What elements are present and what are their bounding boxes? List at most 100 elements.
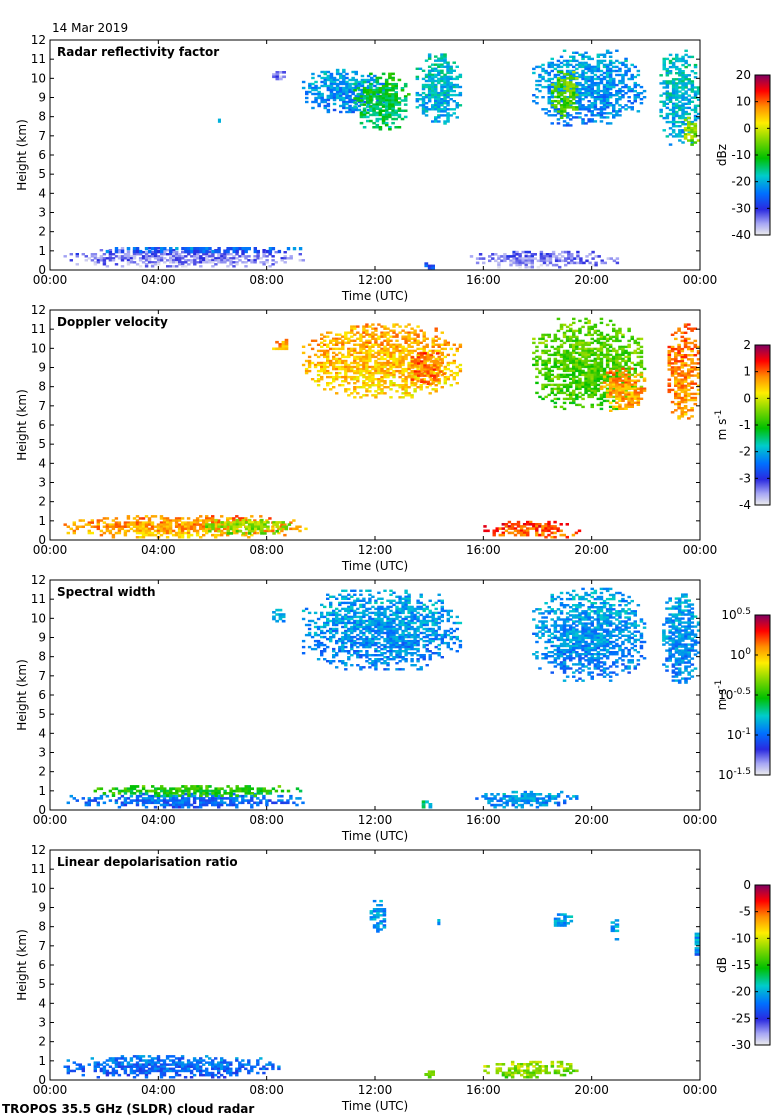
heatmap-cell — [627, 77, 631, 81]
heatmap-cell — [362, 382, 366, 385]
heatmap-cell — [581, 94, 585, 97]
heatmap-cell — [587, 329, 591, 333]
heatmap-cell — [670, 388, 675, 392]
heatmap-cell — [353, 378, 357, 381]
heatmap-cell — [144, 523, 149, 526]
heatmap-cell — [214, 523, 218, 526]
heatmap-cell — [590, 110, 594, 113]
heatmap-cell — [575, 92, 579, 95]
heatmap-cell — [683, 380, 688, 383]
heatmap-cell — [144, 247, 149, 251]
heatmap-cell — [356, 386, 360, 389]
heatmap-cell — [553, 393, 558, 397]
heatmap-cell — [677, 327, 681, 330]
heatmap-cell — [624, 108, 628, 111]
heatmap-cell — [368, 355, 372, 359]
heatmap-cell — [220, 533, 224, 537]
heatmap-cell — [275, 525, 279, 529]
heatmap-cell — [434, 79, 438, 83]
heatmap-cell — [301, 259, 305, 262]
heatmap-cell — [144, 533, 149, 537]
heatmap-cell — [374, 371, 378, 375]
heatmap-cell — [208, 525, 212, 529]
heatmap-cell — [177, 525, 182, 528]
heatmap-cell — [575, 375, 579, 379]
heatmap-cell — [693, 396, 698, 400]
heatmap-cell — [360, 100, 365, 104]
heatmap-cell — [541, 361, 545, 365]
heatmap-cell — [627, 67, 631, 71]
heatmap-cell — [618, 331, 622, 335]
heatmap-cell — [564, 259, 568, 263]
heatmap-cell — [362, 384, 366, 387]
heatmap-cell — [621, 357, 625, 361]
heatmap-cell — [217, 527, 221, 531]
heatmap-cell — [362, 369, 366, 373]
heatmap-cell — [590, 81, 594, 85]
heatmap-cell — [365, 351, 369, 355]
heatmap-cell — [512, 261, 516, 265]
heatmap-cell — [440, 85, 444, 89]
heatmap-cell — [440, 114, 444, 117]
heatmap-cell — [332, 351, 336, 355]
heatmap-cell — [612, 81, 616, 85]
heatmap-cell — [569, 59, 573, 63]
heatmap-cell — [690, 108, 695, 112]
heatmap-cell — [581, 61, 585, 65]
heatmap-cell — [565, 349, 570, 353]
heatmap-cell — [431, 63, 435, 66]
heatmap-cell — [602, 395, 607, 399]
heatmap-cell — [565, 355, 570, 359]
heatmap-cell — [241, 518, 246, 522]
heatmap-cell — [374, 327, 378, 330]
heatmap-cell — [602, 104, 607, 107]
heatmap-cell — [636, 343, 641, 347]
heatmap-cell — [687, 392, 691, 396]
heatmap-cell — [636, 73, 641, 77]
heatmap-cell — [434, 329, 438, 332]
heatmap-cell — [602, 375, 607, 378]
heatmap-cell — [341, 375, 345, 379]
heatmap-cell — [214, 536, 218, 539]
heatmap-cell — [681, 116, 685, 120]
heatmap-cell — [587, 377, 591, 381]
heatmap-cell — [226, 257, 230, 260]
heatmap-cell — [615, 94, 619, 97]
heatmap-cell — [696, 372, 701, 375]
heatmap-cell — [627, 359, 631, 363]
heatmap-cell — [159, 527, 164, 531]
heatmap-cell — [443, 81, 447, 85]
heatmap-cell — [265, 529, 269, 533]
heatmap-cell — [675, 78, 679, 81]
heatmap-cell — [687, 94, 691, 97]
heatmap-cell — [332, 76, 337, 80]
heatmap-cell — [329, 382, 333, 385]
heatmap-cell — [533, 253, 537, 256]
heatmap-cell — [578, 379, 582, 383]
heatmap-cell — [434, 339, 438, 342]
heatmap-cell — [99, 519, 104, 522]
heatmap-cell — [662, 80, 666, 83]
heatmap-cell — [612, 389, 616, 392]
heatmap-cell — [572, 371, 576, 375]
heatmap-cell — [421, 104, 426, 107]
heatmap-cell — [326, 349, 330, 353]
heatmap-cell — [99, 255, 104, 258]
heatmap-cell — [556, 385, 561, 389]
heatmap-cell — [434, 100, 438, 103]
heatmap-cell — [369, 91, 373, 94]
heatmap-cell — [253, 255, 257, 258]
heatmap-cell — [556, 359, 561, 363]
heatmap-cell — [627, 343, 631, 347]
heatmap-cell — [372, 91, 376, 94]
heatmap-cell — [260, 523, 264, 526]
heatmap-cell — [596, 349, 601, 353]
heatmap-cell — [605, 71, 610, 75]
heatmap-cell — [575, 359, 579, 363]
heatmap-cell — [674, 392, 678, 396]
heatmap-cell — [590, 363, 594, 367]
heatmap-cell — [582, 261, 586, 265]
heatmap-cell — [192, 529, 197, 533]
heatmap-cell — [556, 73, 561, 77]
heatmap-cell — [609, 383, 613, 386]
